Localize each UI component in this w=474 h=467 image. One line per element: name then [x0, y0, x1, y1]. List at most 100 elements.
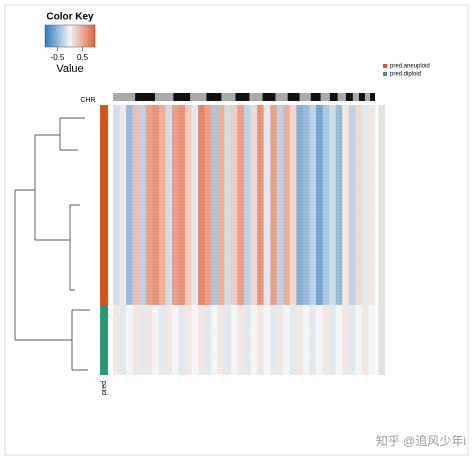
side-bar — [100, 305, 108, 375]
heat-cell — [152, 105, 160, 305]
chr-segment — [275, 93, 288, 101]
heat-cell — [171, 105, 179, 305]
heat-cell — [139, 305, 147, 375]
heat-cell — [276, 105, 284, 305]
chr-segment — [113, 93, 136, 101]
heat-cell — [283, 105, 291, 305]
heat-cell — [145, 305, 153, 375]
heat-cell — [145, 105, 153, 305]
heat-cell — [165, 105, 173, 305]
heat-cell — [316, 305, 323, 375]
heat-cell — [329, 105, 336, 305]
legend-label: pred.diploid — [390, 72, 421, 78]
heat-cell — [335, 305, 343, 375]
heat-cell — [335, 105, 343, 305]
heat-cell — [361, 305, 369, 375]
chr-segment — [352, 93, 359, 101]
heat-cell — [119, 105, 127, 305]
heat-cell — [348, 105, 356, 305]
heat-cell — [165, 305, 173, 375]
heat-cell — [244, 105, 251, 305]
heat-cell — [316, 105, 323, 305]
heat-cell — [113, 305, 120, 375]
chr-bar — [113, 93, 375, 101]
heat-cell — [355, 305, 363, 375]
heat-cell — [289, 305, 297, 375]
chr-segment — [369, 93, 375, 101]
heat-cell — [329, 305, 336, 375]
heat-cell — [224, 305, 232, 375]
chr-segment — [155, 93, 174, 101]
heat-cell — [158, 105, 166, 305]
heat-cell — [289, 105, 297, 305]
heat-cell — [132, 305, 140, 375]
heat-cell — [230, 305, 238, 375]
chr-segment — [221, 93, 236, 101]
chr-label: CHR — [80, 97, 95, 104]
heat-cell — [237, 105, 245, 305]
heat-cell — [309, 105, 317, 305]
chr-segment — [249, 93, 263, 101]
key-bar — [44, 24, 96, 48]
heat-cell — [224, 105, 232, 305]
heat-cell — [302, 305, 310, 375]
heat-cell — [250, 305, 258, 375]
heat-cell — [302, 105, 310, 305]
heat-cell — [250, 105, 258, 305]
side-label: pred — [101, 381, 108, 395]
heat-cell — [270, 105, 278, 305]
heat-cell — [263, 105, 271, 305]
watermark: 知乎 @追风少年i — [376, 433, 466, 448]
chr-segment — [206, 93, 222, 101]
heat-cell — [257, 105, 264, 305]
heat-cell — [204, 305, 212, 375]
chr-segment — [358, 93, 365, 101]
heat-cell — [185, 305, 192, 375]
heat-cell — [126, 105, 133, 305]
heat-cell — [244, 305, 251, 375]
heat-cell — [211, 305, 219, 375]
chr-segment — [337, 93, 346, 101]
chr-segment — [135, 93, 156, 101]
heat-cell — [348, 305, 356, 375]
right-strip — [378, 105, 385, 375]
heat-cell — [342, 305, 350, 375]
frame — [4, 4, 469, 456]
heat-cell — [217, 105, 225, 305]
dendrogram — [14, 117, 90, 371]
heat-cell — [309, 305, 317, 375]
key-xlabel: Value — [56, 63, 83, 75]
heat-cell — [178, 105, 186, 305]
heat-cell — [230, 105, 238, 305]
heat-cell — [283, 305, 291, 375]
heat-cell — [355, 105, 363, 305]
heat-cell — [237, 305, 245, 375]
heat-cell — [185, 105, 192, 305]
heat-cell — [217, 305, 225, 375]
chr-segment — [310, 93, 321, 101]
heat-cell — [178, 305, 186, 375]
heat-cell — [198, 105, 205, 305]
heat-cell — [368, 105, 376, 305]
chr-segment — [345, 93, 353, 101]
legend-label: pred.aneuploid — [390, 64, 430, 70]
chr-segment — [235, 93, 250, 101]
heat-cell — [191, 105, 199, 305]
chr-segment — [320, 93, 330, 101]
side-bar — [100, 105, 108, 305]
heat-cell — [126, 305, 133, 375]
legend-swatch — [383, 64, 387, 68]
heat-cell — [296, 105, 304, 305]
heat-cell — [139, 105, 147, 305]
key-tick-label: -0.5 — [51, 53, 65, 62]
heat-cell — [270, 305, 278, 375]
chr-segment — [329, 93, 338, 101]
heat-cell — [342, 105, 350, 305]
chr-segment — [173, 93, 191, 101]
heat-cell — [263, 305, 271, 375]
heat-cell — [171, 305, 179, 375]
heat-cell — [113, 105, 120, 305]
heat-cell — [322, 305, 330, 375]
heat-cell — [257, 305, 264, 375]
